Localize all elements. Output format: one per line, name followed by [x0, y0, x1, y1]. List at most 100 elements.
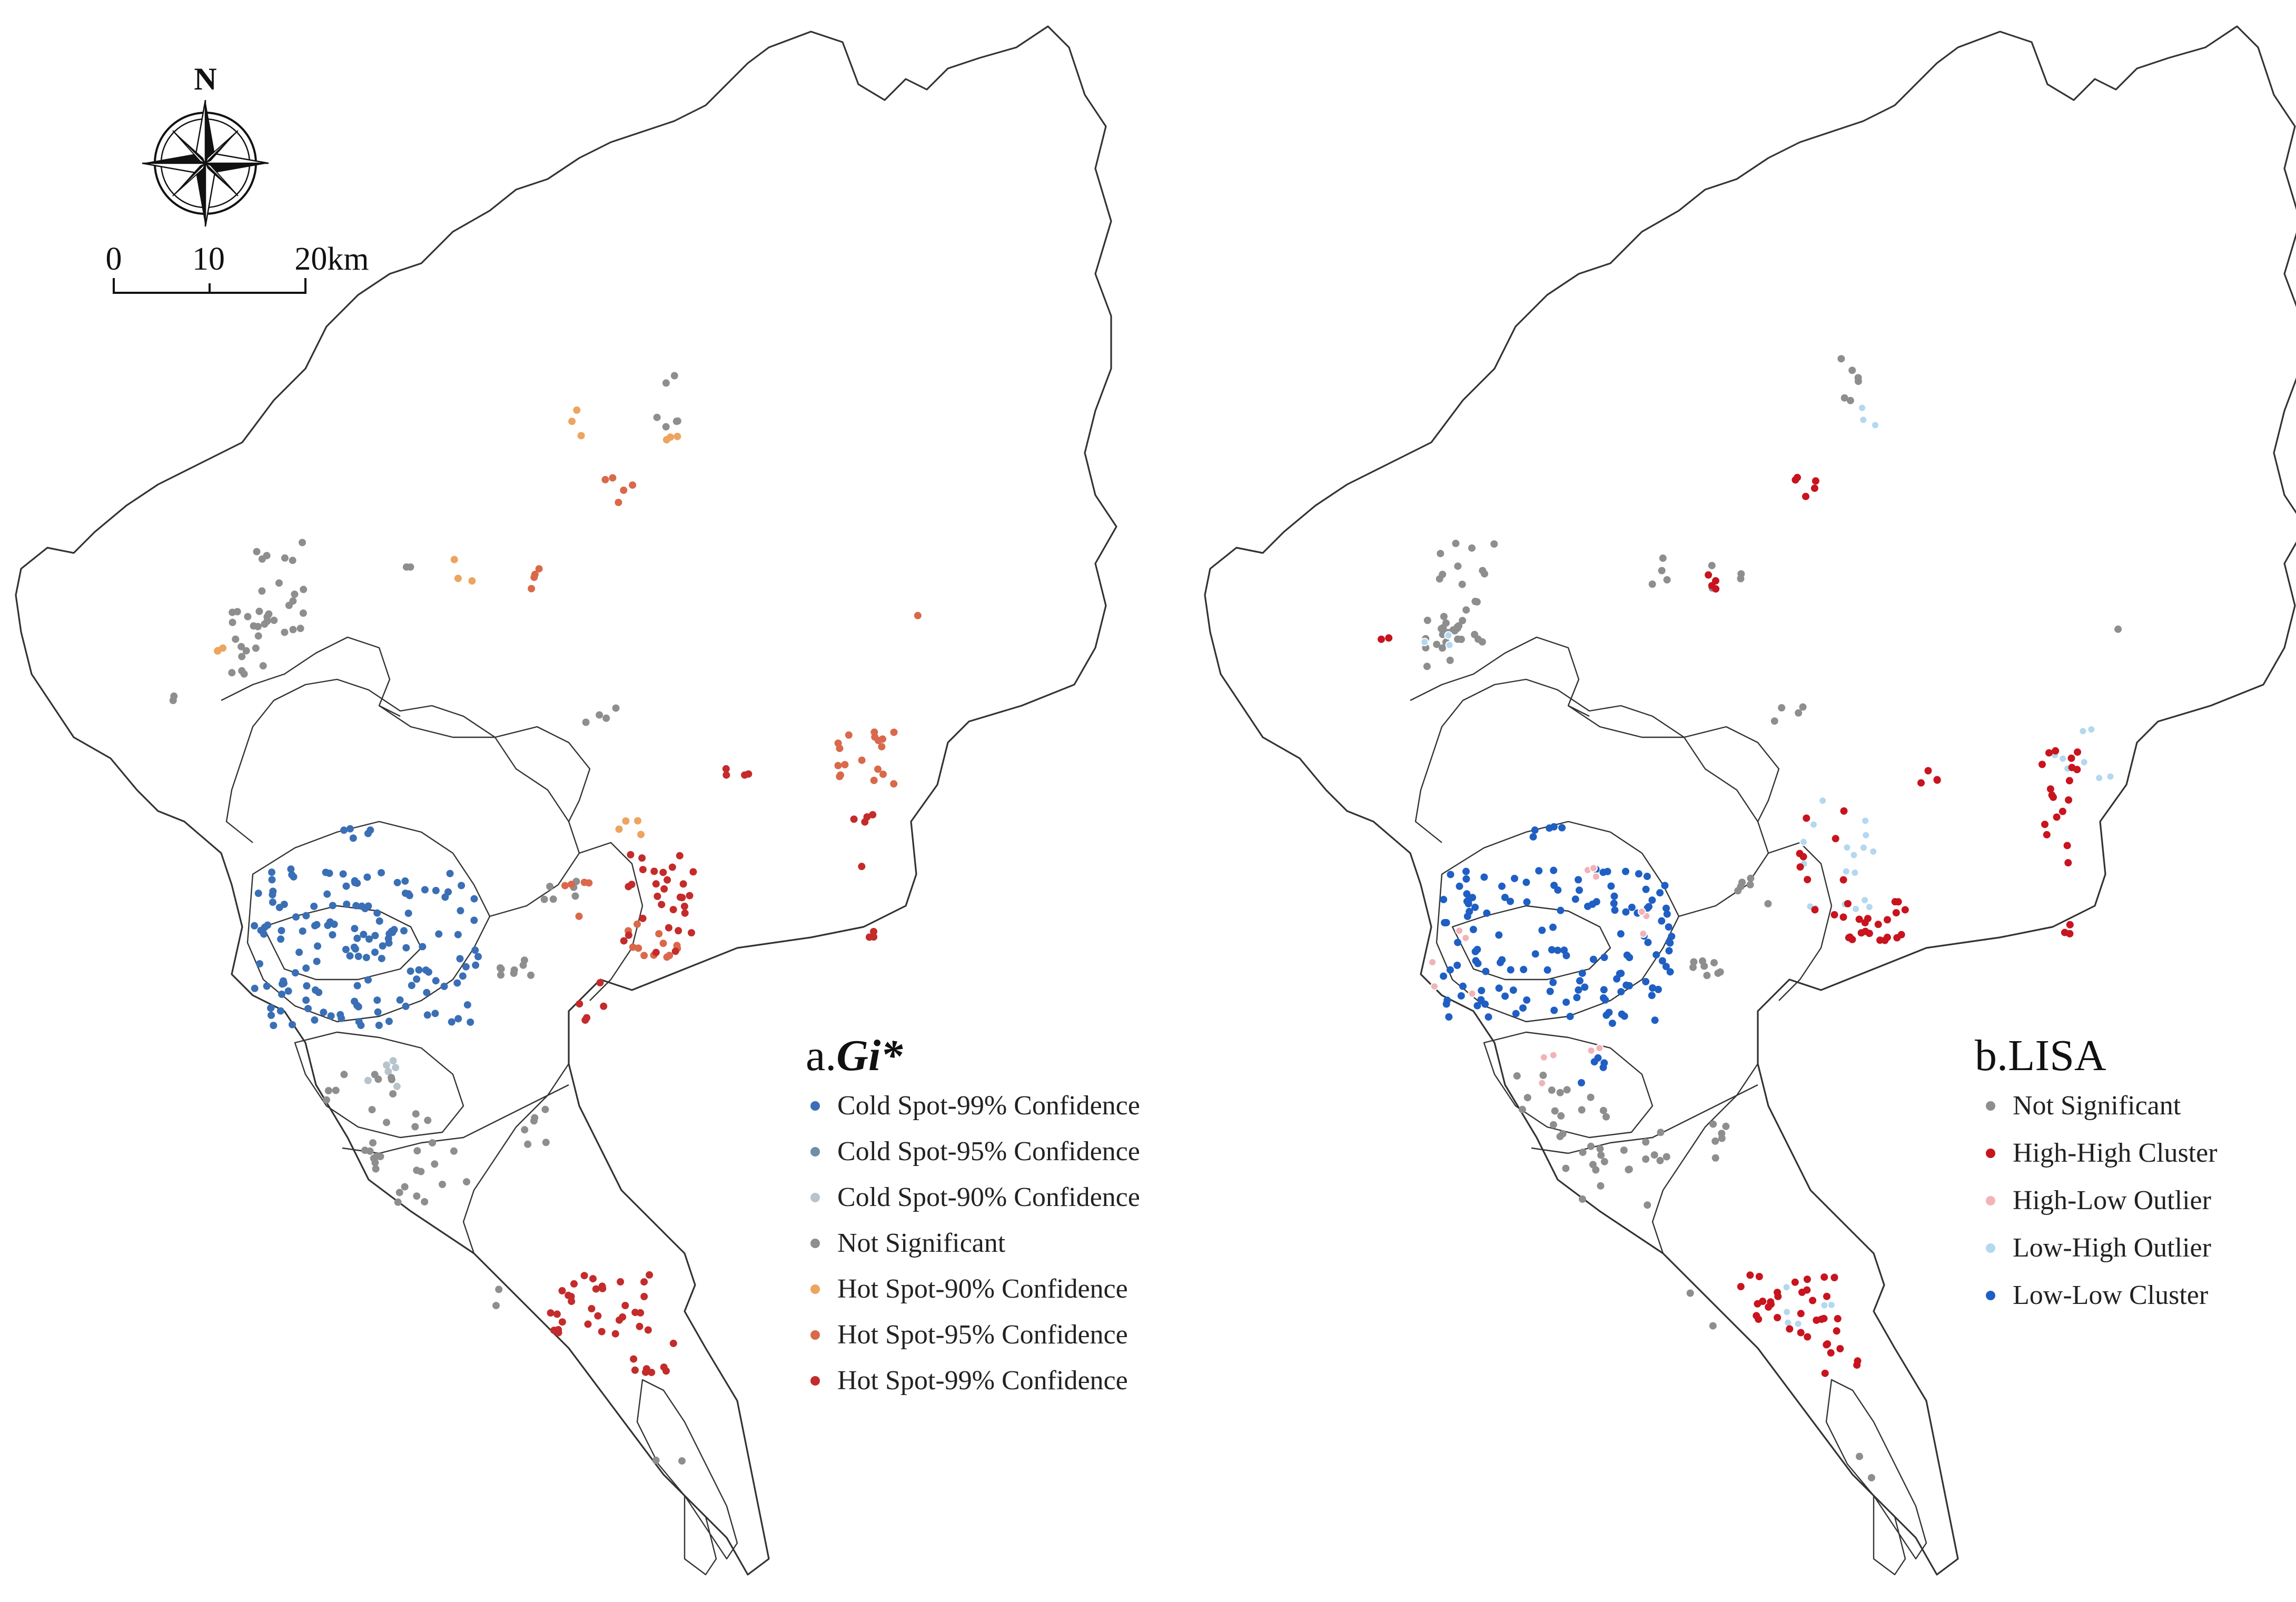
map-point — [1746, 881, 1754, 888]
map-point — [1556, 1133, 1564, 1141]
map-point — [1833, 1327, 1840, 1335]
map-point — [362, 954, 370, 962]
map-point — [470, 916, 478, 924]
map-point — [371, 932, 379, 940]
map-point — [869, 811, 877, 819]
map-point — [1644, 1201, 1651, 1209]
map-point — [1860, 896, 1869, 905]
map-point — [688, 929, 695, 937]
map-point — [1917, 779, 1925, 787]
map-point — [558, 1318, 566, 1326]
map-point — [299, 609, 307, 617]
map-point — [284, 987, 292, 995]
map-point — [1623, 951, 1631, 959]
map-point — [1495, 931, 1503, 939]
map-point — [1454, 562, 1462, 570]
map-point — [1656, 1156, 1664, 1164]
map-point — [670, 372, 678, 380]
map-point — [530, 573, 538, 581]
map-point — [1587, 1093, 1595, 1101]
map-point — [549, 895, 557, 903]
map-point — [373, 909, 381, 917]
map-point — [2065, 777, 2073, 785]
map-point — [1799, 837, 1808, 846]
map-point — [1823, 1292, 1830, 1300]
map-point — [369, 1139, 377, 1147]
map-point — [1462, 867, 1470, 875]
map-point — [413, 1147, 421, 1155]
map-point — [547, 1309, 555, 1317]
map-point — [640, 1293, 648, 1300]
map-point — [1644, 938, 1652, 946]
map-point — [1578, 1079, 1585, 1086]
map-point — [1737, 575, 1745, 582]
map-point — [1447, 871, 1454, 878]
map-point — [655, 930, 663, 938]
scale-bar: 0 10 20km — [106, 241, 369, 294]
map-point — [1440, 896, 1448, 904]
map-point — [1608, 1020, 1616, 1027]
map-point — [1464, 900, 1472, 908]
map-point — [268, 1011, 275, 1019]
map-point — [268, 876, 276, 884]
map-point — [620, 937, 628, 945]
map-point — [575, 912, 583, 920]
map-point — [1658, 917, 1666, 925]
map-point — [1590, 1058, 1598, 1066]
map-point — [686, 892, 694, 899]
map-point — [617, 1278, 625, 1285]
map-point — [390, 926, 398, 934]
scale-tick-20km: 20km — [294, 241, 369, 277]
map-point — [584, 1320, 592, 1328]
map-point — [453, 979, 461, 987]
map-point — [454, 575, 462, 582]
map-point — [1518, 1105, 1526, 1113]
map-point — [1549, 1051, 1558, 1060]
map-point — [644, 1326, 652, 1334]
map-point — [2114, 625, 2122, 633]
map-point — [1865, 929, 1873, 937]
map-point — [1649, 984, 1657, 992]
map-point — [1587, 1046, 1596, 1055]
map-point — [1874, 921, 1882, 928]
map-point — [1820, 1273, 1828, 1281]
map-point — [596, 979, 604, 986]
map-point — [1557, 906, 1565, 914]
map-point — [621, 1302, 629, 1309]
map-point — [289, 1021, 296, 1029]
map-point — [1462, 875, 1470, 883]
map-point — [255, 607, 263, 615]
map-point — [1549, 923, 1557, 931]
map-point — [679, 880, 687, 888]
map-point — [327, 1012, 335, 1020]
map-point — [326, 918, 334, 926]
map-point — [665, 924, 672, 932]
map-point — [1709, 1322, 1717, 1330]
map-point — [1642, 1155, 1650, 1163]
map-point — [1520, 966, 1528, 973]
map-point — [251, 922, 259, 929]
map-point — [375, 1022, 383, 1029]
map-point — [841, 761, 849, 768]
map-point — [302, 912, 310, 919]
map-point — [1737, 1283, 1745, 1291]
map-point — [495, 1285, 503, 1293]
map-point — [1579, 1195, 1586, 1203]
map-point — [1666, 939, 1674, 947]
map-point — [658, 901, 666, 908]
map-point — [1522, 878, 1530, 886]
map-point — [1599, 1106, 1607, 1114]
map-point — [385, 1017, 393, 1025]
map-point — [845, 731, 853, 739]
map-point — [637, 830, 645, 838]
map-point — [573, 406, 581, 414]
map-point — [1485, 1013, 1492, 1021]
map-point — [1774, 1289, 1782, 1297]
map-point — [1538, 1079, 1547, 1087]
map-point — [1550, 882, 1558, 889]
map-point — [1478, 987, 1486, 994]
map-point — [1539, 1071, 1547, 1079]
map-point — [1803, 814, 1810, 822]
map-point — [1658, 567, 1666, 575]
map-point — [1444, 631, 1453, 640]
